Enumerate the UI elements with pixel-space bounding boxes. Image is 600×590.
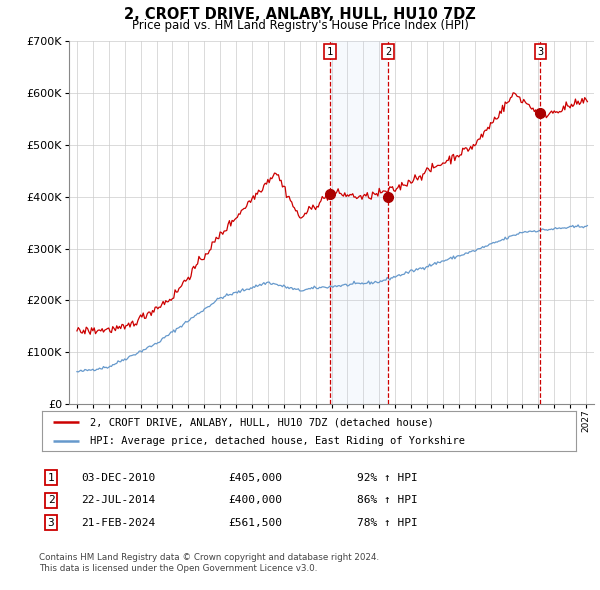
Text: 2: 2 <box>47 496 55 505</box>
Text: 3: 3 <box>537 47 544 57</box>
Text: 1: 1 <box>47 473 55 483</box>
Text: This data is licensed under the Open Government Licence v3.0.: This data is licensed under the Open Gov… <box>39 565 317 573</box>
Text: 2: 2 <box>385 47 391 57</box>
Text: 3: 3 <box>47 518 55 527</box>
Text: 21-FEB-2024: 21-FEB-2024 <box>81 518 155 527</box>
Text: £561,500: £561,500 <box>228 518 282 527</box>
Text: £405,000: £405,000 <box>228 473 282 483</box>
Text: Contains HM Land Registry data © Crown copyright and database right 2024.: Contains HM Land Registry data © Crown c… <box>39 553 379 562</box>
Text: 78% ↑ HPI: 78% ↑ HPI <box>357 518 418 527</box>
Text: 2, CROFT DRIVE, ANLABY, HULL, HU10 7DZ: 2, CROFT DRIVE, ANLABY, HULL, HU10 7DZ <box>124 7 476 22</box>
Bar <box>330 41 388 404</box>
Text: Price paid vs. HM Land Registry's House Price Index (HPI): Price paid vs. HM Land Registry's House … <box>131 19 469 32</box>
Text: HPI: Average price, detached house, East Riding of Yorkshire: HPI: Average price, detached house, East… <box>90 435 465 445</box>
Bar <box>541 41 594 404</box>
Text: 03-DEC-2010: 03-DEC-2010 <box>81 473 155 483</box>
Text: £400,000: £400,000 <box>228 496 282 505</box>
Text: 92% ↑ HPI: 92% ↑ HPI <box>357 473 418 483</box>
Text: 86% ↑ HPI: 86% ↑ HPI <box>357 496 418 505</box>
Text: 2, CROFT DRIVE, ANLABY, HULL, HU10 7DZ (detached house): 2, CROFT DRIVE, ANLABY, HULL, HU10 7DZ (… <box>90 417 434 427</box>
Text: 22-JUL-2014: 22-JUL-2014 <box>81 496 155 505</box>
Text: 1: 1 <box>327 47 334 57</box>
